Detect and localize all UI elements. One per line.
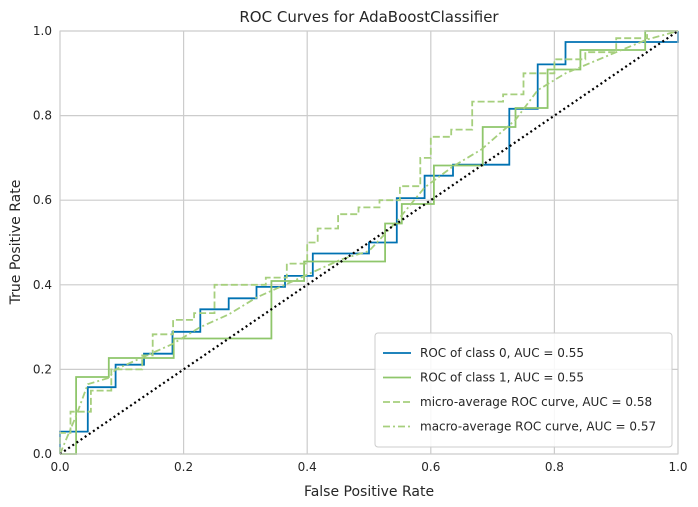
x-tick-label: 0.8 — [545, 460, 564, 474]
x-tick-label: 0.2 — [174, 460, 193, 474]
y-tick-label: 0.4 — [33, 278, 52, 292]
y-axis-title: True Positive Rate — [8, 180, 24, 306]
grid — [59, 30, 679, 455]
y-tick-label: 0.8 — [33, 109, 52, 123]
legend: ROC of class 0, AUC = 0.55 ROC of class 1… — [374, 332, 673, 448]
series-line-3 — [59, 30, 678, 454]
x-tick-label: 0.6 — [421, 460, 440, 474]
legend-label: ROC of class 1, AUC = 0.55 — [420, 371, 584, 385]
legend-label: macro-average ROC curve, AUC = 0.57 — [420, 420, 656, 434]
y-tick-label: 1.0 — [33, 24, 52, 38]
series-line-2 — [60, 30, 678, 455]
series-lines — [59, 30, 679, 455]
y-tick-label: 0.0 — [33, 447, 52, 461]
legend-label: micro-average ROC curve, AUC = 0.58 — [420, 395, 652, 409]
x-axis-title: False Positive Rate — [304, 484, 434, 500]
x-tick-labels: 0.0 0.2 0.4 0.6 0.8 1.0 — [50, 460, 687, 474]
x-tick-label: 1.0 — [668, 460, 687, 474]
x-tick-label: 0.4 — [298, 460, 317, 474]
series-line-4 — [59, 30, 679, 455]
series-line-1 — [59, 31, 679, 454]
y-tick-label: 0.2 — [33, 362, 52, 376]
y-tick-labels: 0.0 0.2 0.4 0.6 0.8 1.0 — [33, 24, 52, 461]
plot-frame — [59, 30, 679, 455]
y-tick-label: 0.6 — [33, 193, 52, 207]
chart-title: ROC Curves for AdaBoostClassifier — [239, 8, 499, 26]
legend-label: ROC of class 0, AUC = 0.55 — [420, 346, 584, 360]
x-tick-label: 0.0 — [50, 460, 69, 474]
legend-box — [374, 332, 673, 448]
